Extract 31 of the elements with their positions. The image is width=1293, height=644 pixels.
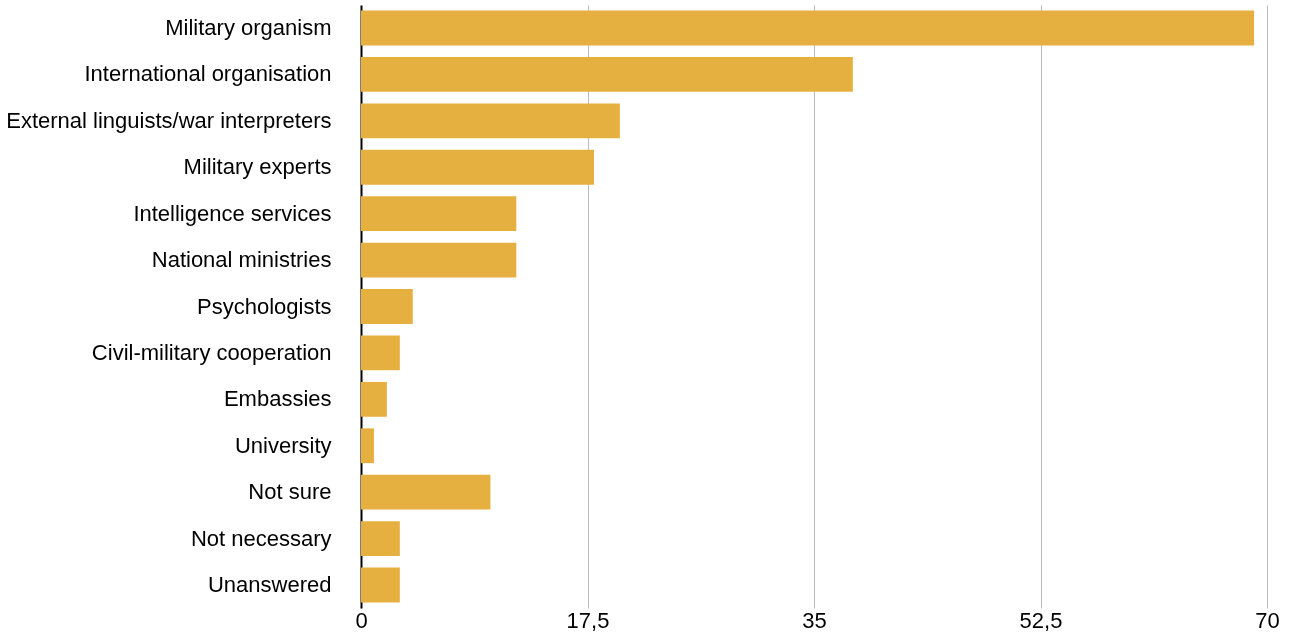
y-tick-label: Civil-military cooperation: [91, 339, 332, 365]
bar: [361, 521, 400, 557]
x-tick-label: 70: [1255, 607, 1280, 633]
x-tick-label: 17,5: [566, 607, 610, 633]
y-tick-label: Unanswered: [207, 572, 332, 598]
bar: [361, 289, 413, 324]
y-tick-label: Not sure: [248, 479, 332, 505]
y-tick-label: External linguists/war interpreters: [6, 107, 332, 133]
bar: [361, 103, 620, 139]
bar: [361, 335, 400, 371]
bar: [361, 10, 1255, 46]
y-tick-label: University: [234, 432, 332, 458]
y-tick-label: Psychologists: [196, 293, 332, 319]
y-tick-label: Embassies: [223, 386, 332, 412]
y-tick-label: National ministries: [151, 247, 332, 273]
bar: [361, 56, 853, 92]
x-tick-label: 35: [802, 607, 827, 633]
bar: [361, 474, 491, 510]
bar: [361, 567, 400, 603]
x-tick-label: 52,5: [1019, 607, 1063, 633]
bar: [361, 242, 517, 278]
y-tick-label: Military organism: [165, 14, 332, 40]
x-tick-label: 0: [355, 607, 368, 633]
bar: [361, 149, 594, 185]
y-tick-label: Military experts: [183, 154, 332, 180]
y-tick-label: Intelligence services: [133, 200, 332, 226]
y-tick-label: International organisation: [84, 61, 332, 87]
bar: [361, 381, 387, 417]
y-tick-label: Not necessary: [190, 525, 332, 551]
bar: [361, 428, 374, 464]
bar: [361, 196, 517, 232]
